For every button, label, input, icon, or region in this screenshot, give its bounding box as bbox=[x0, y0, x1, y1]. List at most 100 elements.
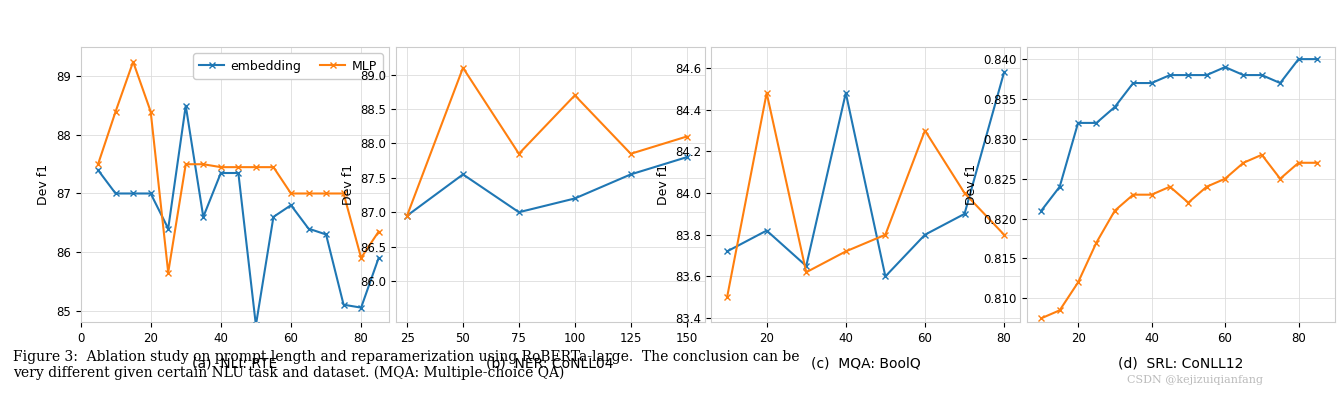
MLP bbox=[1107, 208, 1123, 213]
embedding bbox=[1033, 208, 1049, 213]
embedding bbox=[107, 191, 123, 196]
MLP bbox=[1308, 160, 1325, 165]
MLP bbox=[679, 134, 695, 139]
embedding bbox=[1308, 57, 1325, 61]
MLP bbox=[301, 191, 317, 196]
MLP bbox=[1198, 184, 1215, 189]
embedding bbox=[248, 323, 264, 327]
MLP bbox=[758, 91, 774, 95]
embedding bbox=[213, 171, 229, 175]
embedding bbox=[1253, 73, 1270, 77]
Y-axis label: Dev f1: Dev f1 bbox=[342, 164, 354, 205]
embedding bbox=[1125, 81, 1141, 85]
MLP bbox=[266, 165, 282, 169]
Text: Figure 3:  Ablation study on prompt length and reparamerization using RoBERTa-la: Figure 3: Ablation study on prompt lengt… bbox=[13, 350, 800, 380]
MLP bbox=[336, 191, 352, 196]
embedding bbox=[1052, 184, 1068, 189]
MLP bbox=[1052, 308, 1068, 313]
MLP bbox=[399, 213, 415, 218]
embedding bbox=[231, 171, 247, 175]
embedding bbox=[719, 249, 735, 254]
embedding bbox=[1272, 81, 1288, 85]
Line: MLP: MLP bbox=[404, 64, 690, 219]
MLP bbox=[142, 109, 158, 114]
embedding bbox=[1143, 81, 1159, 85]
embedding bbox=[283, 203, 299, 208]
MLP bbox=[878, 232, 894, 237]
embedding bbox=[878, 274, 894, 279]
MLP bbox=[1272, 176, 1288, 181]
X-axis label: (d)  SRL: CoNLL12: (d) SRL: CoNLL12 bbox=[1118, 356, 1244, 370]
embedding bbox=[160, 226, 176, 231]
Y-axis label: Dev f1: Dev f1 bbox=[965, 164, 978, 205]
embedding bbox=[266, 215, 282, 219]
embedding bbox=[1198, 73, 1215, 77]
Line: MLP: MLP bbox=[723, 90, 1008, 301]
Line: embedding: embedding bbox=[1037, 56, 1321, 214]
embedding bbox=[511, 210, 527, 215]
embedding bbox=[353, 305, 369, 310]
embedding bbox=[399, 213, 415, 218]
embedding bbox=[142, 191, 158, 196]
Line: MLP: MLP bbox=[94, 58, 382, 276]
embedding bbox=[1236, 73, 1252, 77]
MLP bbox=[107, 109, 123, 114]
embedding bbox=[623, 172, 639, 177]
X-axis label: (a)  NLI: RTE: (a) NLI: RTE bbox=[192, 356, 278, 370]
MLP bbox=[90, 162, 106, 167]
MLP bbox=[1033, 316, 1049, 321]
embedding bbox=[301, 226, 317, 231]
Line: embedding: embedding bbox=[723, 69, 1008, 280]
MLP bbox=[318, 191, 334, 196]
embedding bbox=[1180, 73, 1196, 77]
MLP bbox=[1180, 200, 1196, 205]
MLP bbox=[917, 128, 933, 133]
MLP bbox=[195, 162, 211, 167]
MLP bbox=[1143, 192, 1159, 197]
Y-axis label: Dev f1: Dev f1 bbox=[38, 164, 51, 205]
MLP bbox=[798, 270, 815, 275]
Line: embedding: embedding bbox=[94, 102, 382, 329]
X-axis label: (b)  NER: CoNLL04: (b) NER: CoNLL04 bbox=[486, 356, 615, 370]
MLP bbox=[1088, 240, 1104, 245]
MLP bbox=[1070, 280, 1086, 285]
MLP bbox=[1125, 192, 1141, 197]
X-axis label: (c)  MQA: BoolQ: (c) MQA: BoolQ bbox=[811, 356, 921, 370]
embedding bbox=[1291, 57, 1307, 61]
embedding bbox=[455, 172, 471, 177]
embedding bbox=[370, 255, 386, 260]
MLP bbox=[248, 165, 264, 169]
MLP bbox=[1217, 176, 1233, 181]
Y-axis label: Dev f1: Dev f1 bbox=[656, 164, 670, 205]
embedding bbox=[318, 232, 334, 237]
embedding bbox=[336, 302, 352, 307]
embedding bbox=[1162, 73, 1178, 77]
MLP bbox=[177, 162, 193, 167]
embedding bbox=[566, 196, 582, 201]
Line: embedding: embedding bbox=[404, 154, 690, 219]
embedding bbox=[1070, 121, 1086, 125]
Line: MLP: MLP bbox=[1037, 151, 1321, 322]
MLP bbox=[511, 151, 527, 156]
Legend: embedding, MLP: embedding, MLP bbox=[193, 53, 382, 79]
MLP bbox=[370, 229, 386, 234]
MLP bbox=[996, 232, 1012, 237]
MLP bbox=[1253, 152, 1270, 157]
embedding bbox=[90, 168, 106, 173]
MLP bbox=[957, 191, 973, 195]
MLP bbox=[837, 249, 854, 254]
MLP bbox=[125, 59, 141, 64]
embedding bbox=[837, 91, 854, 95]
MLP bbox=[213, 165, 229, 169]
embedding bbox=[996, 70, 1012, 75]
embedding bbox=[1217, 65, 1233, 70]
embedding bbox=[917, 232, 933, 237]
MLP bbox=[283, 191, 299, 196]
embedding bbox=[679, 155, 695, 160]
embedding bbox=[1107, 105, 1123, 109]
MLP bbox=[623, 151, 639, 156]
MLP bbox=[1291, 160, 1307, 165]
MLP bbox=[160, 270, 176, 275]
embedding bbox=[125, 191, 141, 196]
MLP bbox=[231, 165, 247, 169]
